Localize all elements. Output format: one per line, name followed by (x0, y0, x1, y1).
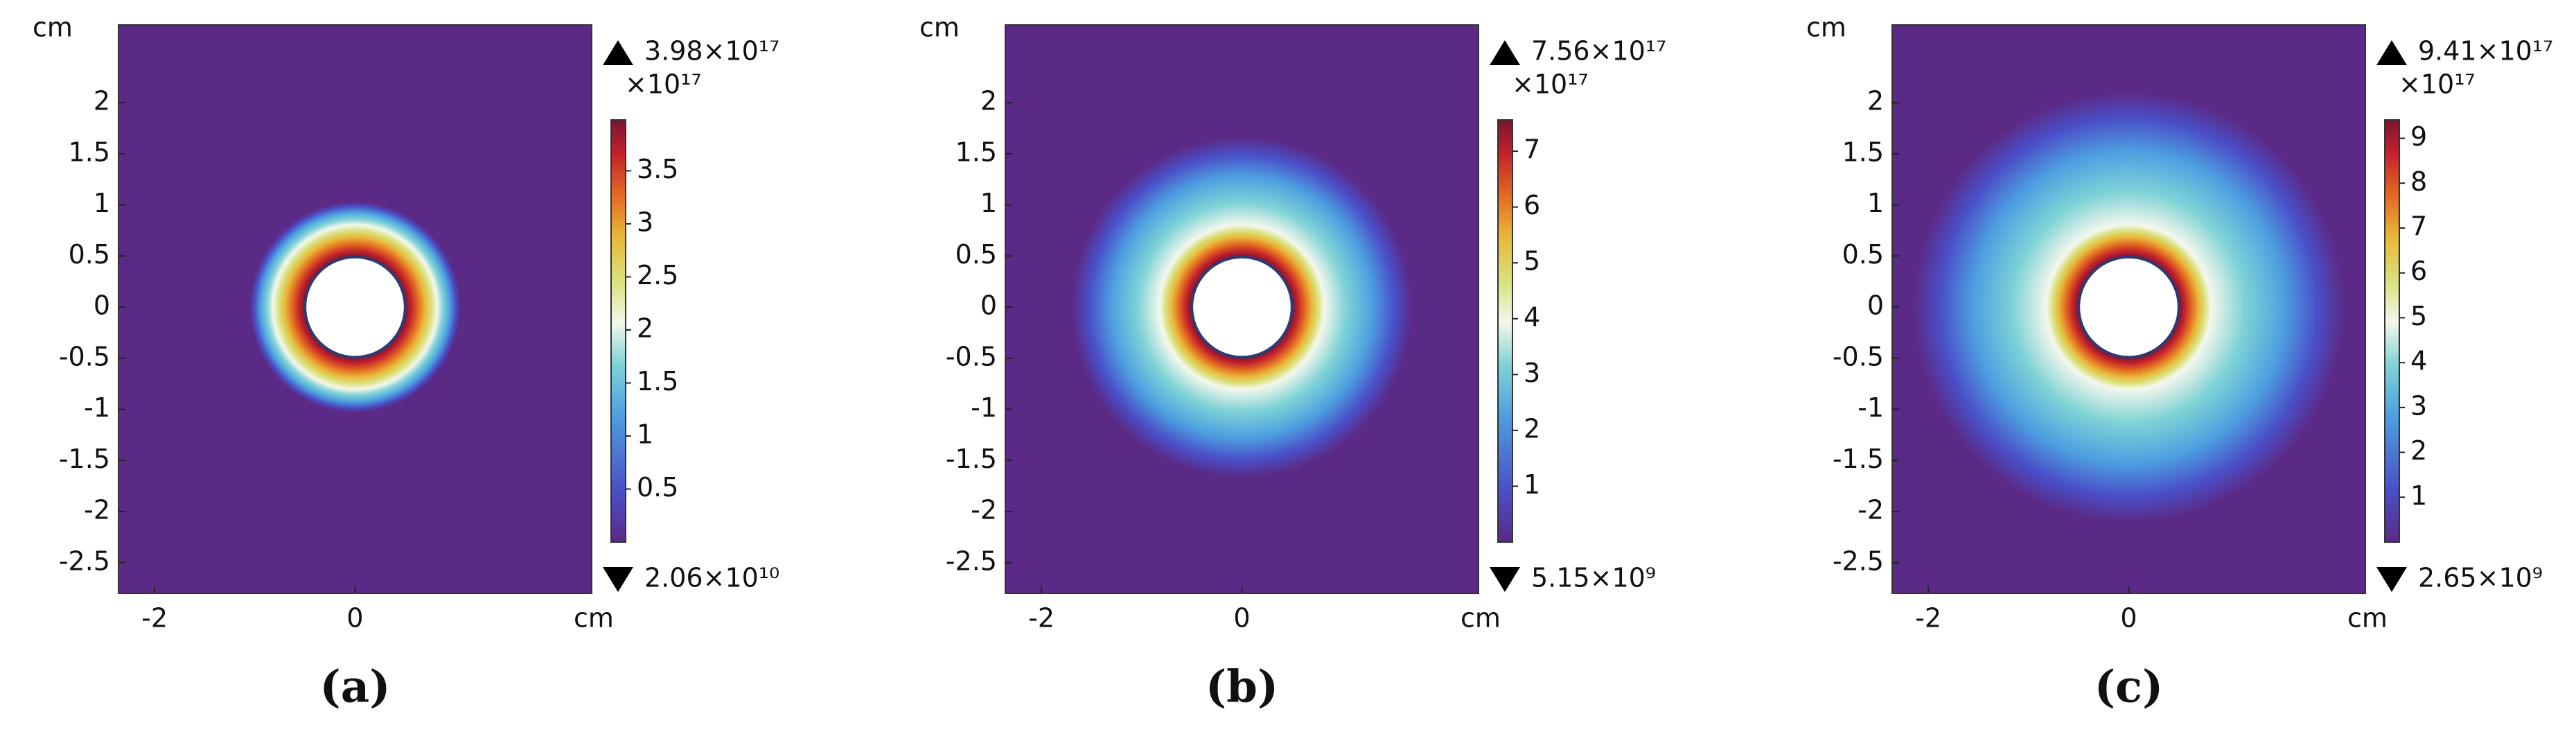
y-unit: cm (919, 12, 960, 43)
y-tick-label: 1 (980, 188, 997, 218)
x-unit: cm (2347, 603, 2388, 634)
colorbar-tick-label: 1 (637, 419, 653, 449)
colorbar-tick-label: 4 (2410, 346, 2427, 376)
panel-label: (c) (2094, 661, 2164, 713)
x-tick-label: 0 (2120, 603, 2137, 634)
min-marker (603, 567, 633, 592)
x-unit: cm (574, 603, 614, 634)
colorbar-tick-label: 7 (1524, 134, 1540, 165)
x-unit: cm (1461, 603, 1501, 634)
y-tick-label: -2.5 (1833, 546, 1884, 576)
colorbar-tick-label: 2 (1524, 413, 1540, 444)
y-tick-label: 1.5 (955, 137, 997, 167)
max-label: 9.41×10¹⁷ (2418, 36, 2553, 67)
x-tick-label: 0 (1233, 603, 1250, 634)
colorbar-tick-label: 3 (1524, 358, 1540, 388)
colorbar-scale: ×10¹⁷ (2399, 69, 2476, 100)
y-tick-label: -1.5 (946, 444, 997, 474)
inner-boundary (2077, 255, 2180, 359)
y-tick-label: 0 (1867, 290, 1884, 321)
x-tick-label: -2 (141, 603, 168, 634)
colorbar-tick-label: 8 (2410, 166, 2427, 197)
colorbar-scale: ×10¹⁷ (625, 69, 702, 100)
y-tick-label: -1 (84, 392, 110, 423)
max-marker (2376, 40, 2407, 65)
colorbar-tick-label: 4 (1524, 302, 1540, 332)
y-tick-label: 0.5 (955, 239, 997, 270)
y-tick-label: 1 (1867, 188, 1884, 218)
inner-boundary (1190, 255, 1294, 359)
y-tick-label: -0.5 (59, 341, 110, 372)
y-tick-label: 1.5 (69, 137, 110, 167)
y-tick-label: -2 (1858, 495, 1884, 525)
max-marker (1490, 40, 1520, 65)
colorbar-tick-label: 0.5 (637, 472, 678, 503)
y-tick-label: 2 (980, 86, 997, 116)
x-tick-label: -2 (1028, 603, 1055, 634)
x-tick-label: -2 (1915, 603, 1941, 634)
y-tick-label: 0.5 (69, 239, 110, 270)
min-label: 2.06×10¹⁰ (644, 563, 779, 593)
colorbar-tick-label: 9 (2410, 121, 2427, 152)
colorbar-tick-label: 5 (2410, 301, 2427, 331)
y-tick-label: 2 (94, 86, 110, 116)
colorbar (2384, 119, 2400, 543)
colorbar-tick-label: 6 (2410, 256, 2427, 286)
colorbar-tick-label: 3 (637, 207, 653, 237)
y-tick-label: 1 (94, 188, 110, 218)
panel-label: (b) (1206, 661, 1278, 713)
y-tick-label: 1.5 (1842, 137, 1884, 167)
y-tick-label: -0.5 (946, 341, 997, 372)
colorbar-tick-label: 1 (2410, 480, 2427, 511)
colorbar-tick-label: 3 (2410, 390, 2427, 421)
colorbar (610, 119, 626, 543)
colorbar-tick-label: 1 (1524, 469, 1540, 500)
y-tick-label: -2.5 (59, 546, 110, 576)
y-tick-label: -2 (971, 495, 997, 525)
min-label: 2.65×10⁹ (2418, 563, 2543, 593)
max-marker (603, 40, 633, 65)
colorbar-tick-label: 3.5 (637, 154, 678, 184)
y-unit: cm (33, 12, 73, 43)
y-tick-label: 2 (1867, 86, 1884, 116)
y-tick-label: -1 (971, 392, 997, 423)
colorbar-tick-label: 1.5 (637, 366, 678, 397)
y-tick-label: 0.5 (1842, 239, 1884, 270)
x-tick-label: 0 (346, 603, 363, 634)
colorbar-tick-label: 7 (2410, 211, 2427, 241)
y-unit: cm (1806, 12, 1846, 43)
min-label: 5.15×10⁹ (1531, 563, 1656, 593)
colorbar-tick-label: 2 (2410, 435, 2427, 466)
y-tick-label: -2.5 (946, 546, 997, 576)
colorbar-tick-label: 2.5 (637, 260, 678, 290)
max-label: 3.98×10¹⁷ (644, 36, 779, 67)
colorbar-tick-label: 2 (637, 313, 653, 343)
y-tick-label: -1.5 (59, 444, 110, 474)
colorbar-tick-label: 5 (1524, 246, 1540, 277)
max-label: 7.56×10¹⁷ (1531, 36, 1666, 67)
panel-label: (a) (319, 661, 390, 713)
colorbar-scale: ×10¹⁷ (1512, 69, 1589, 100)
y-tick-label: 0 (94, 290, 110, 321)
y-tick-label: -2 (84, 495, 110, 525)
colorbar-tick-label: 6 (1524, 190, 1540, 220)
y-tick-label: -0.5 (1833, 341, 1884, 372)
inner-boundary (303, 255, 407, 359)
y-tick-label: 0 (980, 290, 997, 321)
y-tick-label: -1.5 (1833, 444, 1884, 474)
colorbar (1497, 119, 1513, 543)
y-tick-label: -1 (1858, 392, 1884, 423)
min-marker (2376, 567, 2407, 592)
min-marker (1490, 567, 1520, 592)
